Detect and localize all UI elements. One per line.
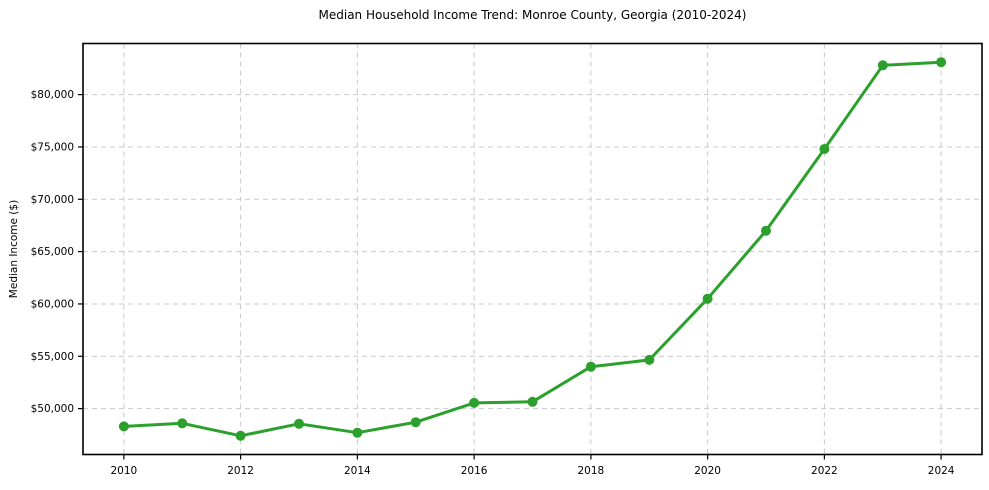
- x-tick-label: 2018: [578, 465, 605, 477]
- data-point: [235, 430, 246, 441]
- y-tick-label: $70,000: [31, 194, 74, 206]
- y-tick-label: $65,000: [31, 246, 74, 258]
- x-tick-label: 2016: [461, 465, 488, 477]
- x-tick-label: 2014: [344, 465, 371, 477]
- data-point: [819, 144, 830, 154]
- data-point: [585, 361, 596, 372]
- y-tick-label: $50,000: [31, 403, 74, 415]
- data-point: [410, 417, 421, 428]
- data-point: [761, 225, 771, 236]
- data-point: [294, 418, 304, 429]
- chart-title: Median Household Income Trend: Monroe Co…: [318, 8, 747, 22]
- trend-line: [122, 60, 943, 438]
- data-point: [469, 397, 480, 408]
- y-tick-label: $75,000: [31, 141, 74, 153]
- x-tick-label: 2024: [928, 465, 955, 477]
- y-tick-label: $55,000: [31, 351, 74, 363]
- data-point: [936, 57, 947, 68]
- data-point: [527, 396, 538, 407]
- data-point: [118, 421, 129, 432]
- data-point: [177, 418, 188, 429]
- x-tick-label: 2012: [227, 465, 254, 477]
- data-point: [702, 293, 713, 304]
- x-tick-label: 2020: [694, 465, 721, 477]
- y-tick-label: $60,000: [31, 298, 74, 310]
- data-point: [877, 60, 888, 71]
- plot-border: [82, 42, 983, 456]
- x-tick-label: 2022: [811, 465, 838, 477]
- data-point: [644, 354, 655, 365]
- data-point: [352, 427, 363, 438]
- y-tick-label: $80,000: [31, 89, 74, 101]
- x-tick-label: 2010: [110, 465, 137, 477]
